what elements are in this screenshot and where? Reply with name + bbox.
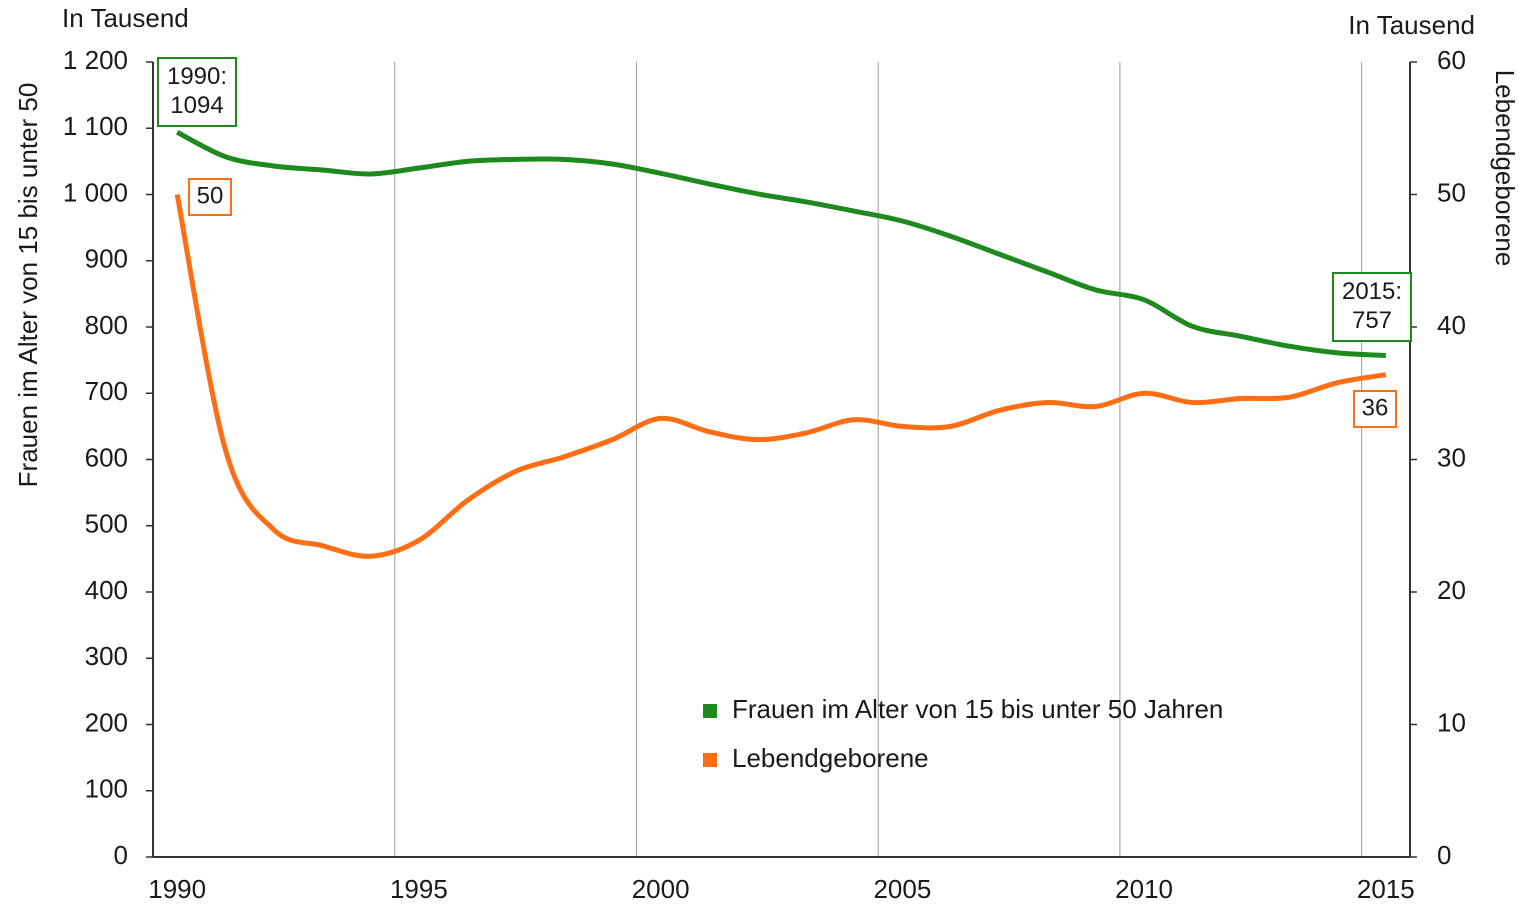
legend-swatch xyxy=(703,753,717,767)
y-tick-label: 100 xyxy=(85,774,128,804)
y-tick-label: 500 xyxy=(85,509,128,539)
y-axis-label: Frauen im Alter von 15 bis unter 50 xyxy=(13,83,43,488)
y2-tick-label: 50 xyxy=(1437,177,1466,207)
y2-tick-label: 60 xyxy=(1437,45,1466,75)
annotation-text: 757 xyxy=(1352,307,1392,334)
line-series xyxy=(176,129,1386,358)
x-tick-label: 1995 xyxy=(390,874,448,904)
y-tick-label: 900 xyxy=(85,244,128,274)
y2-tick-label: 0 xyxy=(1437,840,1451,870)
annotation-box xyxy=(1353,390,1397,428)
x-tick-label: 1990 xyxy=(148,874,206,904)
y-tick-label: 400 xyxy=(85,575,128,605)
y-tick-label: 700 xyxy=(85,376,128,406)
y2-tick-label: 30 xyxy=(1437,442,1466,472)
annotation-box xyxy=(188,178,232,216)
annotation-text: 50 xyxy=(197,182,224,209)
annotation-box xyxy=(157,57,237,127)
left-units: In Tausend xyxy=(62,3,189,33)
annotation-text: 36 xyxy=(1362,394,1389,421)
x-tick-label: 2005 xyxy=(873,874,931,904)
y2-tick-label: 20 xyxy=(1437,575,1466,605)
y2-tick-label: 40 xyxy=(1437,310,1466,340)
x-tick-label: 2015 xyxy=(1357,874,1415,904)
y-tick-label: 800 xyxy=(85,310,128,340)
annotation-text: 2015: xyxy=(1342,278,1402,305)
legend-label: Frauen im Alter von 15 bis unter 50 Jahr… xyxy=(732,694,1223,724)
y-tick-label: 300 xyxy=(85,641,128,671)
y-tick-label: 1 200 xyxy=(63,45,128,75)
annotation-text: 1990: xyxy=(167,63,227,90)
x-tick-label: 2010 xyxy=(1115,874,1173,904)
y-tick-label: 0 xyxy=(114,840,128,870)
legend-label: Lebendgeborene xyxy=(732,743,929,773)
y-tick-label: 1 100 xyxy=(63,111,128,141)
y2-axis-label: Lebendgeborene xyxy=(1490,70,1520,267)
line-series xyxy=(174,194,1387,559)
x-tick-label: 2000 xyxy=(632,874,690,904)
y2-tick-label: 10 xyxy=(1437,707,1466,737)
y-tick-label: 1 000 xyxy=(63,177,128,207)
right-units: In Tausend xyxy=(1348,10,1475,40)
y-tick-label: 200 xyxy=(85,707,128,737)
annotation-text: 1094 xyxy=(170,92,223,119)
y-tick-label: 600 xyxy=(85,442,128,472)
annotation-box xyxy=(1332,272,1412,342)
legend-swatch xyxy=(703,704,717,718)
